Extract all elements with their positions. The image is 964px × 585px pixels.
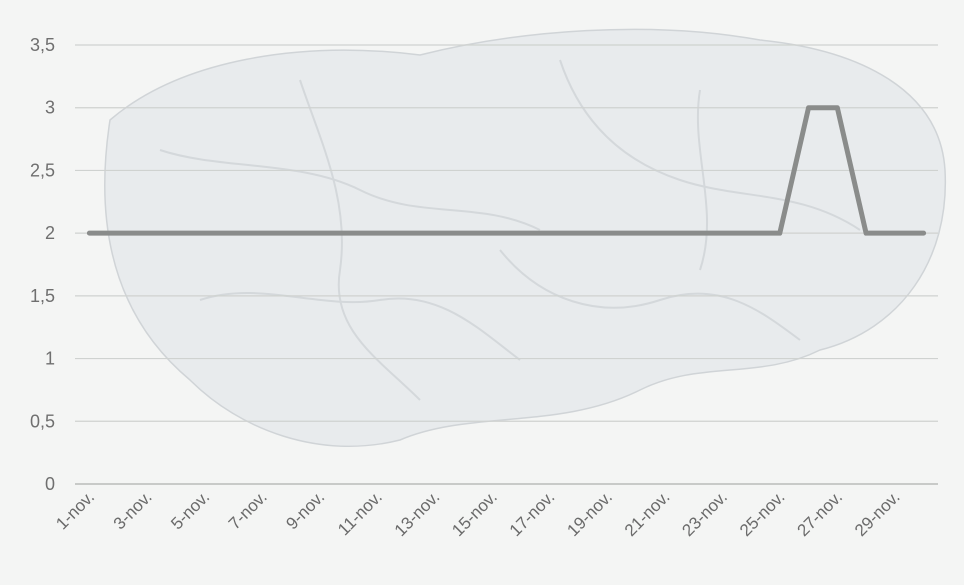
y-tick-label: 0 — [45, 474, 55, 494]
x-tick-label: 9-nov. — [282, 487, 328, 533]
x-tick-label: 21-nov. — [621, 487, 674, 540]
series-layer — [86, 105, 927, 236]
x-tick-label: 15-nov. — [448, 487, 501, 540]
background-map-watermark — [104, 28, 947, 447]
y-tick-label: 1,5 — [30, 286, 55, 306]
x-tick-label: 5-nov. — [167, 487, 213, 533]
x-tick-label: 27-nov. — [793, 487, 846, 540]
x-tick-label: 29-nov. — [851, 487, 904, 540]
x-tick-label: 3-nov. — [110, 487, 156, 533]
x-axis-ticks: 1-nov. 3-nov. 5-nov. 7-nov. 9-nov. 11-nov. 13-… — [52, 487, 903, 540]
y-tick-label: 2 — [45, 223, 55, 243]
y-tick-label: 3,5 — [30, 35, 55, 55]
x-tick-label: 17-nov. — [506, 487, 559, 540]
y-tick-label: 2,5 — [30, 160, 55, 180]
x-tick-label: 1-nov. — [52, 487, 98, 533]
y-axis-ticks: 0 0,5 1 1,5 2 2,5 3 3,5 — [30, 35, 55, 494]
y-tick-label: 0,5 — [30, 411, 55, 431]
x-tick-label: 19-nov. — [563, 487, 616, 540]
y-tick-label: 1 — [45, 349, 55, 369]
x-tick-label: 11-nov. — [334, 487, 386, 539]
x-tick-label: 13-nov. — [391, 487, 444, 540]
x-tick-label: 23-nov. — [678, 487, 731, 540]
x-tick-label: 25-nov. — [736, 487, 789, 540]
series-line — [86, 105, 927, 236]
x-tick-label: 7-nov. — [225, 487, 271, 533]
y-tick-label: 3 — [45, 98, 55, 118]
